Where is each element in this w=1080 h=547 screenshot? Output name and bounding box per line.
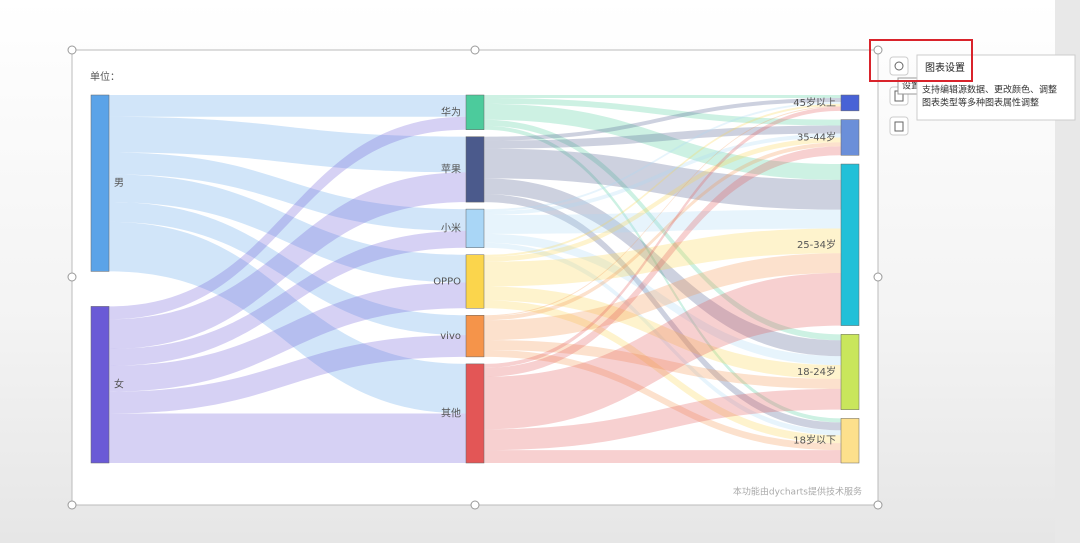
node [840,119,860,156]
node-label: 苹果 [441,162,461,175]
link [109,335,466,414]
link [484,286,841,379]
link [484,340,841,389]
node [465,136,485,203]
link [484,97,841,126]
link [484,101,841,212]
tooltip-text: 图表类型等多种图表属性调整 [922,97,1039,109]
node [465,208,485,249]
settings-button[interactable] [889,56,909,76]
node-label: 女 [114,378,124,391]
node-label: 华为 [441,105,461,118]
link [484,300,841,444]
unit-label: 单位： [90,70,120,83]
link [484,133,841,216]
node-label: OPPO [433,277,461,288]
link [484,273,841,430]
node [465,94,485,130]
node-label: 男 [114,177,124,189]
link [109,413,466,463]
tooltip [916,54,1076,121]
node [465,363,485,464]
link [109,230,466,366]
link [484,95,841,98]
link [484,137,841,262]
node [840,94,860,112]
link [484,103,841,180]
node [465,254,485,309]
link [484,194,841,431]
delete-button[interactable] [889,116,909,136]
link [484,450,841,463]
link [484,228,841,287]
tooltip-title: 图表设置 [925,61,965,74]
link [109,152,466,231]
link [109,95,466,117]
node-label: 其他 [441,406,461,419]
gear-icon [894,61,904,71]
node [840,334,860,410]
node-label: 25-34岁 [797,238,836,251]
link [484,146,841,377]
link [484,125,841,149]
node [90,306,110,464]
node-label: 18-24岁 [797,365,836,378]
link [484,178,841,357]
node-label: 小米 [441,221,461,234]
link [484,97,841,141]
node-label: 18岁以下 [793,434,836,447]
node [840,163,860,326]
node-label: vivo [440,331,461,342]
link [109,282,466,392]
link [484,105,841,317]
link [484,142,841,321]
link [484,103,841,257]
link [109,221,466,414]
node-label: 35-44岁 [797,130,836,143]
link [484,233,841,366]
link [109,202,466,336]
node [465,315,485,358]
node [840,418,860,464]
node [90,94,110,272]
link [109,116,466,320]
link [484,125,841,423]
resize-handles [67,45,883,510]
node-label: 45岁以上 [793,96,836,109]
link [484,388,841,451]
link [484,253,841,341]
highlight-box [869,39,973,82]
links [109,95,841,463]
link [484,119,841,341]
toolbar: 设置 图表设置 支持编辑源数据、更改颜色、调整 图表类型等多种图表属性调整 [869,39,1076,136]
footer: 本功能由dycharts提供技术服务 [733,486,862,498]
tooltip-text: 支持编辑源数据、更改颜色、调整 [922,84,1057,96]
link [484,148,841,210]
link [484,242,841,436]
link [484,349,841,451]
link [109,174,466,283]
trash-icon [894,121,904,132]
link [484,106,841,368]
settings-tip-text: 设置 [902,81,920,92]
link [109,116,466,173]
link [484,209,841,234]
link [109,172,466,350]
